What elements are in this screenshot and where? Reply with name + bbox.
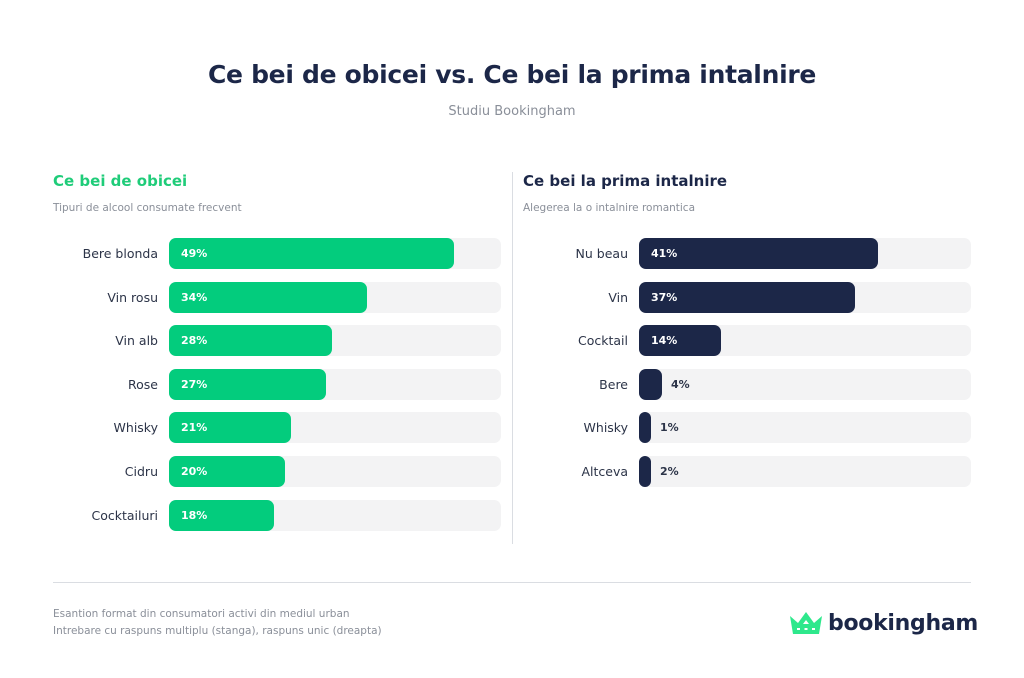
bar (169, 412, 291, 444)
bar (639, 281, 855, 313)
bar-track: 49% (169, 238, 501, 269)
category-label: Rose (128, 376, 158, 392)
value-label: 2% (660, 464, 679, 478)
bar-track: 18% (169, 499, 501, 531)
bar-track: 1% (639, 412, 971, 444)
category-label: Bere blonda (82, 246, 158, 261)
bar (639, 412, 651, 444)
right-panel-title: Ce bei la prima intalnire (523, 172, 728, 190)
value-label: 18% (181, 508, 208, 522)
category-label: Nu beau (575, 246, 628, 261)
value-label: 37% (651, 290, 678, 304)
category-label: Vin alb (115, 333, 158, 349)
category-label: Cocktail (578, 333, 628, 349)
bar (639, 325, 721, 357)
bar (169, 499, 274, 531)
bar-row: Whisky 21% (53, 412, 501, 444)
bar-row: Bere blonda 49% (53, 238, 501, 269)
value-label: 27% (181, 377, 208, 391)
category-label: Bere (599, 376, 628, 392)
logo-text: bookingham (828, 610, 978, 636)
bar-track: 37% (639, 281, 971, 313)
right-panel: Ce bei la prima intalnire Alegerea la o … (523, 172, 971, 487)
bar-row: Rose 27% (53, 368, 501, 400)
value-label: 4% (671, 377, 690, 391)
bar-track: 14% (639, 325, 971, 357)
bar-track: 28% (169, 325, 501, 357)
bar (169, 325, 332, 357)
left-panel-subtitle: Tipuri de alcool consumate frecvent (53, 202, 242, 214)
bar-track: 20% (169, 455, 501, 487)
category-label: Cidru (124, 463, 158, 479)
category-label: Vin (608, 289, 628, 305)
footer-note-sample: Esantion format din consumatori activi d… (53, 608, 350, 620)
bar-track: 4% (639, 368, 971, 400)
bar (169, 238, 454, 269)
bar-row: Nu beau 41% (523, 238, 971, 269)
bar (169, 281, 367, 313)
bar-track: 27% (169, 368, 501, 400)
value-label: 34% (181, 290, 208, 304)
category-label: Altceva (581, 463, 628, 479)
bar-row: Bere 4% (523, 368, 971, 400)
panel-divider (512, 172, 513, 544)
bar-row: Cocktailuri 18% (53, 499, 501, 531)
page-subtitle: Studiu Bookingham (448, 104, 576, 119)
category-label: Cocktailuri (91, 507, 158, 523)
bar-row: Cocktail 14% (523, 325, 971, 357)
value-label: 14% (651, 334, 678, 348)
bar-row: Cidru 20% (53, 455, 501, 487)
crown-icon (790, 612, 822, 634)
bar-row: Vin 37% (523, 281, 971, 313)
value-label: 20% (181, 464, 208, 478)
bar-track: 34% (169, 281, 501, 313)
right-panel-subtitle: Alegerea la o intalnire romantica (523, 202, 696, 214)
bar (169, 455, 285, 487)
bookingham-logo: bookingham (788, 608, 978, 638)
footer-divider (53, 582, 971, 583)
bar-track: 41% (639, 238, 971, 269)
bar (169, 368, 326, 400)
value-label: 28% (181, 334, 208, 348)
bar-row: Vin rosu 34% (53, 281, 501, 313)
bar-row: Whisky 1% (523, 412, 971, 444)
category-label: Vin rosu (107, 289, 158, 305)
bar (639, 368, 662, 400)
bar-track: 21% (169, 412, 501, 444)
category-label: Whisky (113, 420, 158, 436)
category-label: Whisky (583, 420, 628, 436)
value-label: 41% (651, 247, 678, 260)
left-panel-title: Ce bei de obicei (53, 172, 188, 190)
value-label: 49% (181, 247, 208, 260)
page-title: Ce bei de obicei vs. Ce bei la prima int… (207, 60, 817, 89)
bar-row: Altceva 2% (523, 455, 971, 487)
left-panel: Ce bei de obicei Tipuri de alcool consum… (53, 172, 501, 531)
value-label: 21% (181, 421, 208, 435)
bar (639, 455, 651, 487)
bar (639, 238, 878, 269)
value-label: 1% (660, 421, 679, 435)
left-bar-chart: Bere blonda 49% Vin rosu 34% Vin alb 28% Rose 2… (53, 238, 501, 543)
bar-row: Vin alb 28% (53, 325, 501, 357)
footer-note-question: Intrebare cu raspuns multiplu (stanga), … (53, 625, 382, 637)
right-bar-chart: Nu beau 41% Vin 37% Cocktail 14% Bere 4% Whisky 1… (523, 238, 971, 500)
bar-track: 2% (639, 455, 971, 487)
